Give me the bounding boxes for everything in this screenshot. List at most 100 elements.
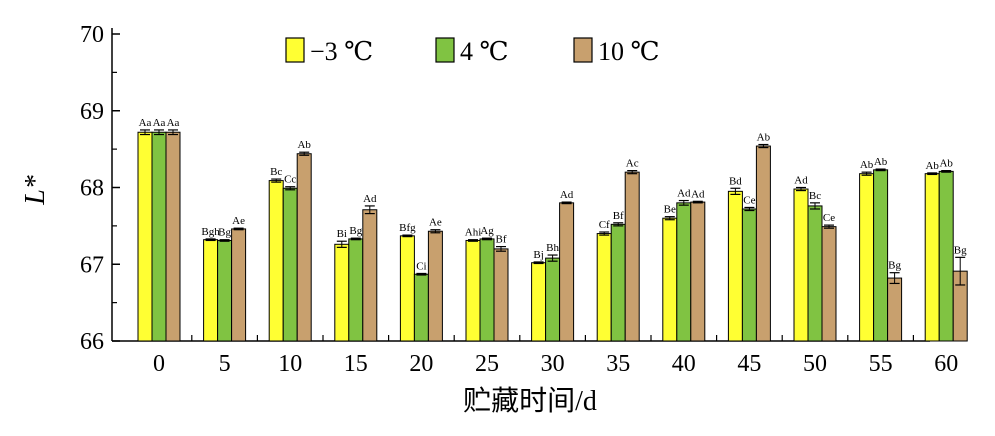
bar (348, 238, 364, 342)
bar (413, 273, 429, 342)
bar (873, 169, 889, 342)
significance-label: Ag (480, 225, 494, 237)
bar (859, 173, 875, 342)
x-tick-label: 60 (934, 351, 958, 377)
legend-label-4c: 4 ℃ (460, 37, 509, 66)
significance-label: Bc (270, 166, 282, 178)
significance-label: Bi (337, 228, 347, 240)
significance-label: Ce (823, 212, 835, 224)
bar (268, 180, 284, 342)
significance-label: Ad (794, 175, 808, 187)
bar (362, 209, 378, 342)
significance-label: Bg (888, 260, 901, 272)
significance-label: Bg (349, 225, 362, 237)
bar (296, 153, 312, 342)
legend-label-minus3: −3 ℃ (310, 37, 373, 66)
significance-label: Cc (284, 174, 296, 186)
significance-label: Ad (691, 188, 705, 200)
x-tick-label: 35 (606, 351, 630, 377)
bar (334, 243, 350, 342)
bar (821, 226, 837, 342)
bar (465, 239, 481, 342)
significance-label: Ad (363, 193, 377, 205)
bar (399, 235, 415, 342)
legend-label-10c: 10 ℃ (598, 37, 660, 66)
significance-label: Bg (954, 244, 967, 256)
axes: 66 67 68 69 70 0 5 10 15 20 25 30 35 40 45 50 55 60 (80, 22, 958, 377)
significance-label: Ci (416, 260, 426, 272)
y-tick-label: 70 (80, 22, 104, 48)
significance-label: Bd (729, 175, 742, 187)
significance-label: Ad (560, 189, 574, 201)
significance-label: Bf (496, 234, 507, 246)
x-tick-label: 55 (869, 351, 893, 377)
bars (137, 131, 968, 342)
significance-label: Ce (743, 194, 755, 206)
bar (662, 217, 678, 342)
significance-label: Bh (546, 242, 559, 254)
x-tick-label: 50 (803, 351, 827, 377)
bar (231, 228, 247, 342)
significance-label: Ac (626, 158, 639, 170)
x-axis-title: 贮藏时间/d (463, 385, 597, 417)
bar (690, 201, 706, 342)
y-tick-label: 66 (80, 329, 104, 355)
x-tick-label: 10 (278, 351, 302, 377)
significance-label: Ae (429, 217, 442, 229)
significance-label: Ab (874, 156, 888, 168)
y-axis-title: L* (20, 175, 51, 206)
bar (793, 188, 809, 342)
significance-label: Bg (218, 227, 231, 239)
significance-label: Ab (925, 160, 939, 172)
x-tick-label: 15 (344, 351, 368, 377)
x-tick-label: 40 (672, 351, 696, 377)
x-tick-label: 0 (153, 351, 165, 377)
x-tick-label: 25 (475, 351, 499, 377)
bar (217, 239, 233, 342)
significance-label: Ab (860, 159, 874, 171)
bar (727, 190, 743, 342)
legend-swatch-10c (573, 37, 593, 63)
x-tick-label: 5 (219, 351, 231, 377)
legend: −3 ℃ 4 ℃ 10 ℃ (285, 37, 660, 66)
bar (493, 248, 509, 342)
significance-label: Be (664, 204, 676, 216)
significance-label: Bj (533, 249, 543, 261)
significance-label: Aa (167, 117, 180, 129)
bar (545, 257, 561, 342)
bar (741, 208, 757, 342)
bar (624, 171, 640, 342)
significance-label: Ab (297, 139, 311, 151)
significance-label: Ahi (465, 227, 482, 239)
significance-label: Bfg (399, 222, 416, 234)
bar (427, 230, 443, 342)
significance-label: Ae (232, 215, 245, 227)
significance-label: Aa (139, 117, 152, 129)
y-tick-label: 68 (80, 176, 104, 202)
legend-swatch-4c (435, 37, 455, 63)
bar (282, 187, 298, 342)
significance-label: Cf (599, 219, 610, 231)
bar (610, 223, 626, 342)
y-tick-label: 69 (80, 99, 104, 125)
y-tick-label: 67 (80, 252, 104, 278)
legend-swatch-minus3 (285, 37, 305, 63)
bar (924, 173, 940, 342)
bar (596, 233, 612, 342)
significance-label: Ab (757, 132, 771, 144)
bar (938, 170, 954, 342)
significance-label: Ad (677, 188, 691, 200)
error-bars (140, 129, 966, 286)
significance-label: Bgh (201, 226, 220, 238)
bar (755, 145, 771, 342)
bar (203, 239, 219, 342)
significance-label: Bf (613, 210, 624, 222)
bar (676, 202, 692, 342)
x-tick-label: 45 (737, 351, 761, 377)
bar (531, 262, 547, 342)
bar (137, 131, 153, 342)
significance-label: Aa (153, 117, 166, 129)
x-tick-label: 20 (409, 351, 433, 377)
